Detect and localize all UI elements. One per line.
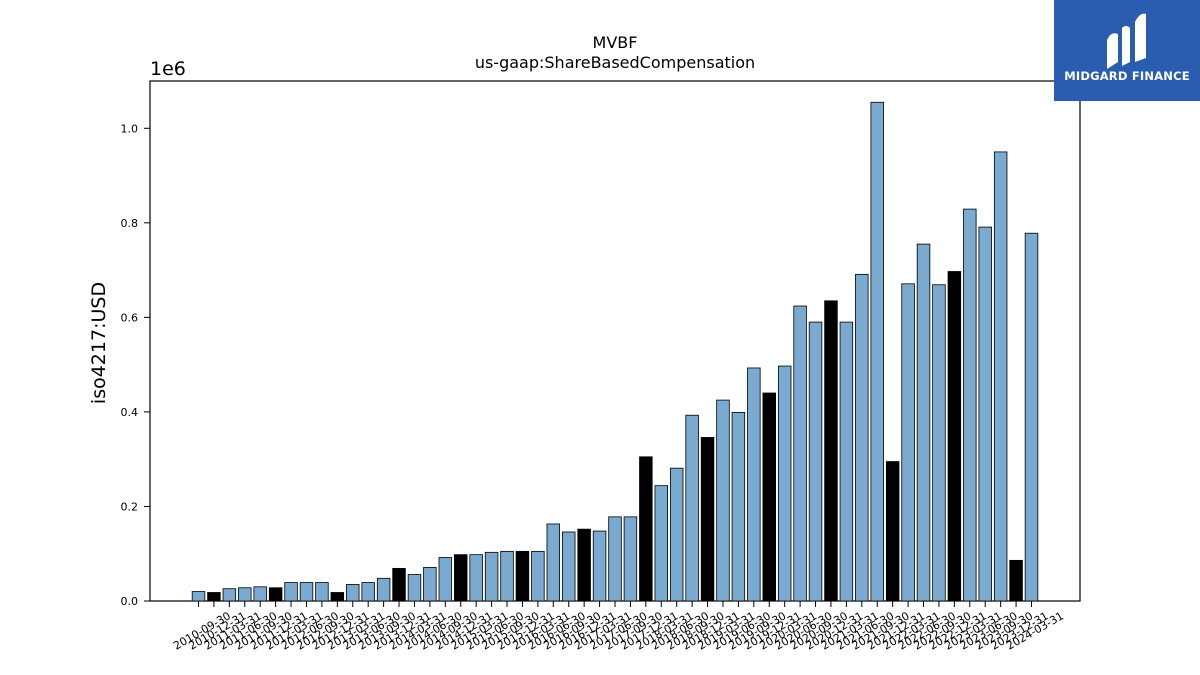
y-tick-label: 0.6	[121, 311, 139, 324]
y-axis-label: iso4217:USD	[88, 282, 110, 404]
bar	[824, 300, 838, 602]
bar	[438, 557, 453, 602]
bar	[608, 516, 622, 602]
bar	[346, 584, 360, 602]
bar	[731, 411, 746, 602]
y-tick-label: 0.0	[121, 595, 139, 608]
bar	[484, 551, 499, 602]
chart-subtitle: us-gaap:ShareBasedCompensation	[475, 53, 755, 72]
bar	[592, 530, 607, 602]
bar	[268, 587, 283, 602]
bar	[793, 305, 807, 602]
bar	[669, 467, 684, 602]
bar	[839, 321, 854, 602]
bar	[808, 321, 823, 602]
bar	[654, 485, 669, 602]
bar	[407, 574, 422, 602]
bar	[1024, 232, 1039, 602]
bar	[623, 516, 638, 602]
bar	[454, 554, 468, 602]
bar	[777, 365, 792, 602]
bar	[423, 567, 437, 602]
bar	[515, 550, 530, 602]
bar	[207, 592, 221, 602]
bar	[762, 392, 776, 602]
bar	[469, 554, 483, 602]
midgard-finance-logo-icon	[1107, 13, 1146, 69]
y-multiplier-label: 1e6	[150, 58, 186, 80]
y-tick-label: 0.4	[121, 406, 139, 419]
bar	[299, 582, 314, 602]
y-tick-label: 0.8	[121, 217, 139, 230]
y-tick-label: 1.0	[121, 122, 139, 135]
bar	[993, 151, 1008, 602]
bar	[685, 414, 699, 602]
bar	[330, 592, 345, 602]
bar	[562, 531, 576, 602]
bar	[947, 271, 962, 602]
bar	[315, 582, 329, 602]
bar	[238, 587, 252, 602]
bar	[747, 367, 761, 602]
bar	[531, 550, 545, 602]
bar	[901, 283, 915, 602]
bar	[978, 226, 992, 602]
bar	[500, 550, 514, 602]
chart-title: MVBF	[593, 33, 638, 52]
bar	[639, 456, 653, 602]
bar	[577, 528, 591, 602]
bar	[376, 577, 391, 602]
midgard-finance-logo: MIDGARD FINANCE	[1054, 0, 1200, 101]
bar	[361, 582, 375, 602]
y-tick-label: 0.2	[121, 500, 139, 513]
bar	[191, 591, 206, 602]
bar	[916, 243, 931, 602]
bar	[222, 588, 237, 602]
bar	[963, 208, 977, 602]
bar	[253, 586, 267, 602]
bar	[885, 461, 900, 602]
y-axis: 0.0 0.2 0.4 0.6 0.8 1.0	[121, 122, 150, 608]
bars	[191, 101, 1039, 602]
bar	[700, 437, 715, 602]
logo-text: MIDGARD FINANCE	[1064, 69, 1190, 83]
bar	[1009, 559, 1023, 602]
bar	[932, 284, 946, 602]
bar	[392, 567, 406, 602]
bar	[284, 582, 298, 602]
bar	[546, 523, 561, 602]
bar	[716, 399, 730, 602]
bar	[855, 273, 869, 602]
x-axis: 2010-09-302010-12-312011-03-312011-06-30…	[171, 601, 1066, 653]
bar	[870, 101, 884, 602]
